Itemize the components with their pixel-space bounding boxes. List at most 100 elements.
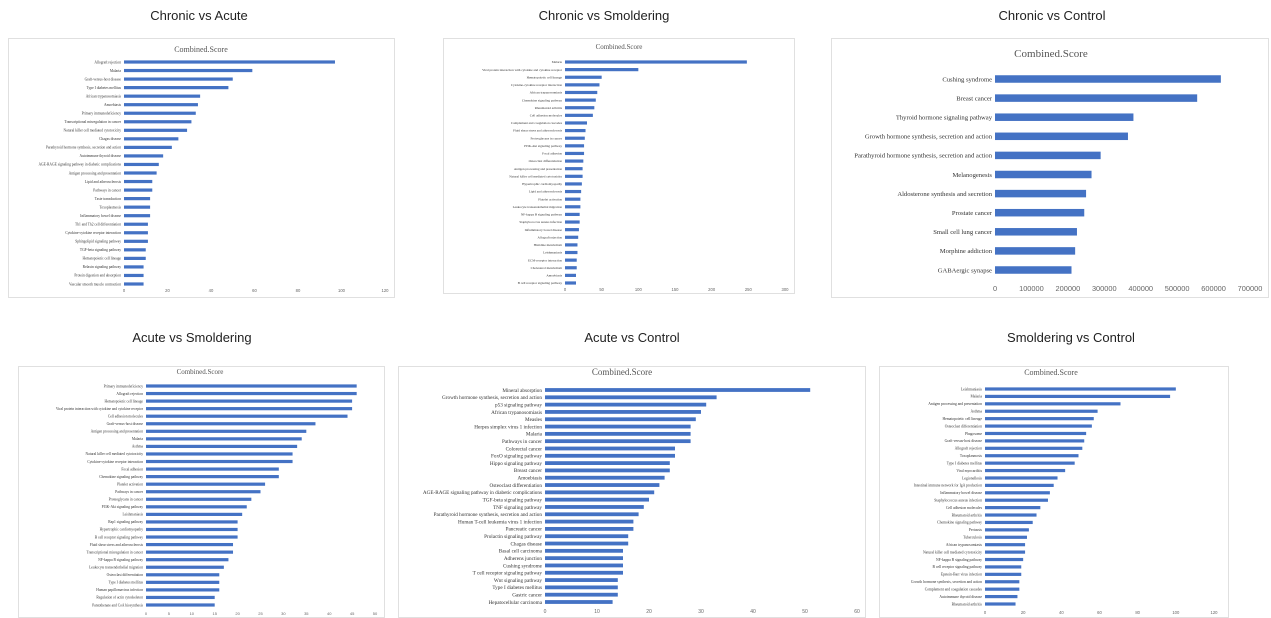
- x-tick-label: 80: [296, 288, 301, 293]
- category-label: Rheumatoid arthritis: [535, 106, 563, 110]
- category-label: Hematopoietic cell lineage: [942, 417, 982, 421]
- bar: [565, 281, 576, 285]
- category-label: Thyroid hormone signaling pathway: [896, 115, 993, 122]
- bar: [565, 68, 639, 72]
- category-label: Allograft rejection: [116, 392, 143, 396]
- bar: [995, 247, 1076, 255]
- bar: [545, 468, 670, 473]
- category-label: Type I diabetes mellitus: [947, 461, 983, 465]
- category-label: Malaria: [132, 437, 144, 441]
- category-label: Osteoclast differentiation: [107, 573, 144, 577]
- bar: [124, 94, 201, 98]
- category-label: Growth hormone synthesis, secretion and …: [911, 580, 982, 585]
- category-label: Osteoclast differentiation: [490, 482, 543, 489]
- bar: [146, 490, 261, 494]
- category-label: Tuberculosis: [963, 536, 982, 540]
- bar: [124, 86, 229, 90]
- category-label: Small cell lung cancer: [933, 229, 993, 236]
- category-label: Protein digestion and absorption: [74, 274, 121, 278]
- bar: [565, 113, 593, 117]
- category-label: Human T-cell leukemia virus 1 infection: [458, 518, 542, 525]
- bar: [985, 572, 1022, 576]
- category-label: Inflammatory bowel disease: [940, 491, 982, 495]
- bar: [565, 121, 587, 125]
- category-label: Chagas disease: [510, 541, 542, 547]
- bar: [545, 570, 623, 575]
- category-label: Legionellosis: [962, 476, 982, 480]
- category-label: Breast cancer: [514, 468, 542, 474]
- x-tick-label: 120: [1211, 610, 1219, 615]
- category-label: Leishmaniasis: [122, 513, 143, 517]
- bar: [124, 256, 146, 260]
- category-label: Growth hormone synthesis, secretion and …: [865, 134, 993, 141]
- category-label: Wnt signaling pathway: [494, 578, 543, 584]
- category-label: Cytokine-cytokine receptor interaction: [511, 83, 562, 87]
- x-tick-label: 120: [382, 288, 390, 293]
- bar: [146, 550, 234, 554]
- bar: [146, 505, 247, 509]
- category-label: Transcriptional misregulation in cancer: [87, 550, 144, 554]
- x-tick-label: 300000: [1092, 284, 1117, 293]
- category-label: Malaria: [110, 69, 122, 73]
- bar: [985, 446, 1083, 450]
- bar: [545, 600, 613, 604]
- bar: [146, 475, 279, 479]
- bar: [995, 189, 1087, 198]
- bar: [565, 98, 596, 102]
- bar: [124, 103, 198, 107]
- category-label: Pathways in cancer: [502, 439, 542, 445]
- bar: [146, 565, 224, 569]
- category-label: Toxoplasmosis: [99, 205, 121, 209]
- category-label: Growth hormone synthesis, secretion and …: [442, 395, 542, 401]
- category-label: Complement and coagulation cascades: [511, 121, 563, 125]
- bar: [545, 541, 629, 546]
- category-label: Regulation of actin cytoskeleton: [96, 596, 143, 600]
- bar: [985, 513, 1037, 517]
- bar: [124, 248, 146, 252]
- category-label: Fluid shear stress and atherosclerosis: [513, 129, 563, 133]
- category-label: Allograft rejection: [955, 447, 982, 451]
- bar: [124, 197, 151, 201]
- bar: [146, 573, 220, 577]
- chart-panel: [879, 366, 1229, 618]
- bar: [985, 431, 1087, 436]
- category-label: Primary immunodeficiency: [82, 111, 122, 115]
- bar: [124, 205, 151, 209]
- category-label: Allograft rejection: [538, 235, 563, 239]
- bar: [985, 557, 1024, 562]
- chart-subtitle: Combined.Score: [1024, 368, 1078, 377]
- x-tick-label: 50: [599, 287, 604, 292]
- bar: [985, 520, 1033, 525]
- x-tick-label: 40: [750, 609, 756, 615]
- x-tick-label: 20: [235, 611, 240, 616]
- category-label: African trypanosomiasis: [491, 409, 542, 416]
- bar: [545, 424, 691, 429]
- bar: [124, 137, 179, 141]
- category-label: Adherens junction: [504, 556, 543, 562]
- bar: [995, 94, 1198, 102]
- bar: [146, 595, 215, 600]
- bar: [995, 151, 1101, 160]
- category-label: TNF signaling pathway: [493, 505, 542, 511]
- bar: [124, 231, 148, 235]
- x-tick-label: 100: [635, 287, 643, 292]
- category-label: Complement and coagulation cascades: [925, 587, 983, 591]
- category-label: Platelet activation: [538, 197, 562, 201]
- category-label: Graft-versus-host disease: [107, 422, 144, 426]
- bar: [124, 77, 233, 81]
- category-label: Chagas disease: [99, 137, 121, 141]
- bar: [545, 563, 623, 568]
- category-label: Pantothenate and CoA biosynthesis: [92, 603, 143, 607]
- bar: [124, 111, 196, 115]
- bar: [146, 603, 215, 607]
- bar: [124, 145, 172, 149]
- category-label: NF-kappa B signaling pathway: [936, 558, 982, 562]
- bar: [545, 512, 639, 517]
- bar: [995, 75, 1221, 83]
- category-label: Proteoglycans in cancer: [109, 498, 144, 502]
- bar: [146, 467, 279, 471]
- category-label: Fluid shear stress and atherosclerosis: [90, 543, 144, 547]
- x-tick-label: 250: [745, 287, 753, 292]
- bar: [146, 437, 302, 441]
